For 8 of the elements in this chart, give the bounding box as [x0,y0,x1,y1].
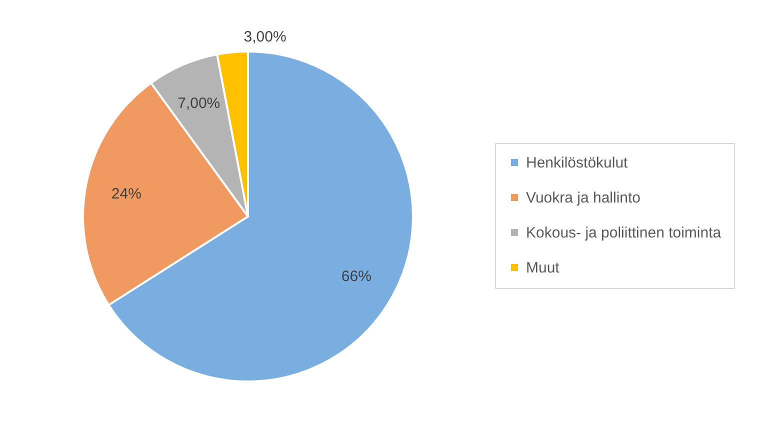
data-label: 66% [341,268,372,286]
data-label: 7,00% [178,94,220,112]
legend-label: Vuokra ja hallinto [526,190,641,206]
data-label: 3,00% [244,28,286,46]
data-label: 24% [111,185,142,202]
legend-label: Henkilöstökulut [526,154,629,172]
legend-label: Kokous- ja poliittinen toiminta [526,224,722,242]
legend-label: Muut [526,260,560,276]
